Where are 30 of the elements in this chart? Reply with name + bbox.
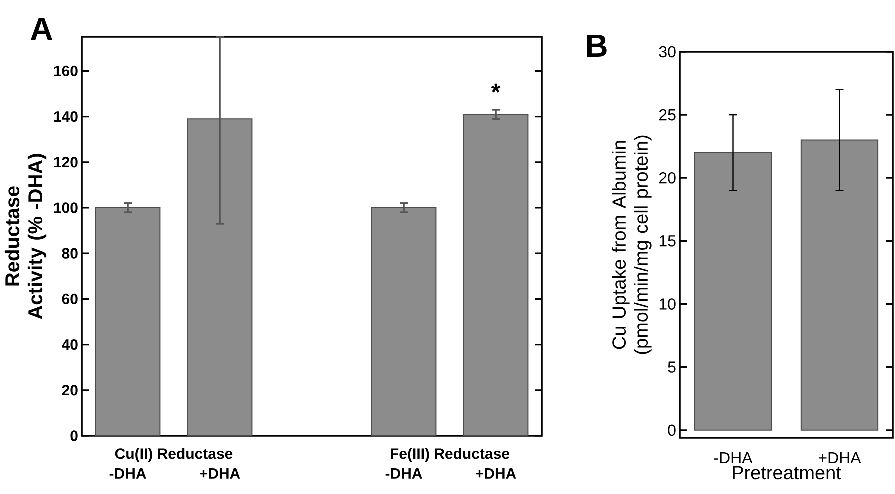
y-tick-label: 160 — [54, 66, 78, 76]
y-tick-label: 80 — [62, 248, 78, 259]
y-tick-label: 25 — [659, 109, 676, 121]
y-tick-label: 15 — [660, 236, 676, 247]
x-tick-label: +DHA — [818, 452, 862, 464]
y-tick-label: 20 — [659, 172, 676, 184]
chart-title: A — [31, 18, 52, 40]
y-axis-title: Cu Uptake from Albumin (pmol/min/mg cell protein) — [612, 136, 652, 354]
y-tick-label: 100 — [54, 202, 78, 214]
chart-title: B — [587, 34, 607, 57]
y-axis-title: Reductase Activity (% -DHA) — [4, 154, 47, 320]
x-tick-label: -DHA — [110, 468, 146, 479]
y-tick-label: 140 — [54, 111, 78, 122]
x-tick-label: +DHA — [476, 468, 516, 479]
text: Fe(III) Reductase — [390, 448, 510, 462]
y-tick-label: 40 — [62, 339, 78, 350]
y-tick-label: 0 — [668, 424, 676, 436]
y-tick-label: 0 — [70, 430, 78, 442]
x-tick-label: -DHA — [714, 452, 753, 464]
y-tick-label: 60 — [62, 294, 78, 304]
y-tick-label: 10 — [660, 298, 676, 310]
x-tick-label: -DHA — [386, 468, 422, 479]
y-tick-label: 5 — [668, 362, 676, 373]
y-tick-label: 120 — [54, 157, 78, 168]
x-axis-title: Pretreatment — [733, 466, 842, 480]
y-tick-label: 20 — [62, 385, 78, 396]
y-tick-label: 30 — [659, 46, 676, 58]
annotation: * — [491, 84, 501, 93]
x-tick-label: +DHA — [200, 468, 240, 479]
text: Cu(II) Reductase — [115, 448, 233, 462]
